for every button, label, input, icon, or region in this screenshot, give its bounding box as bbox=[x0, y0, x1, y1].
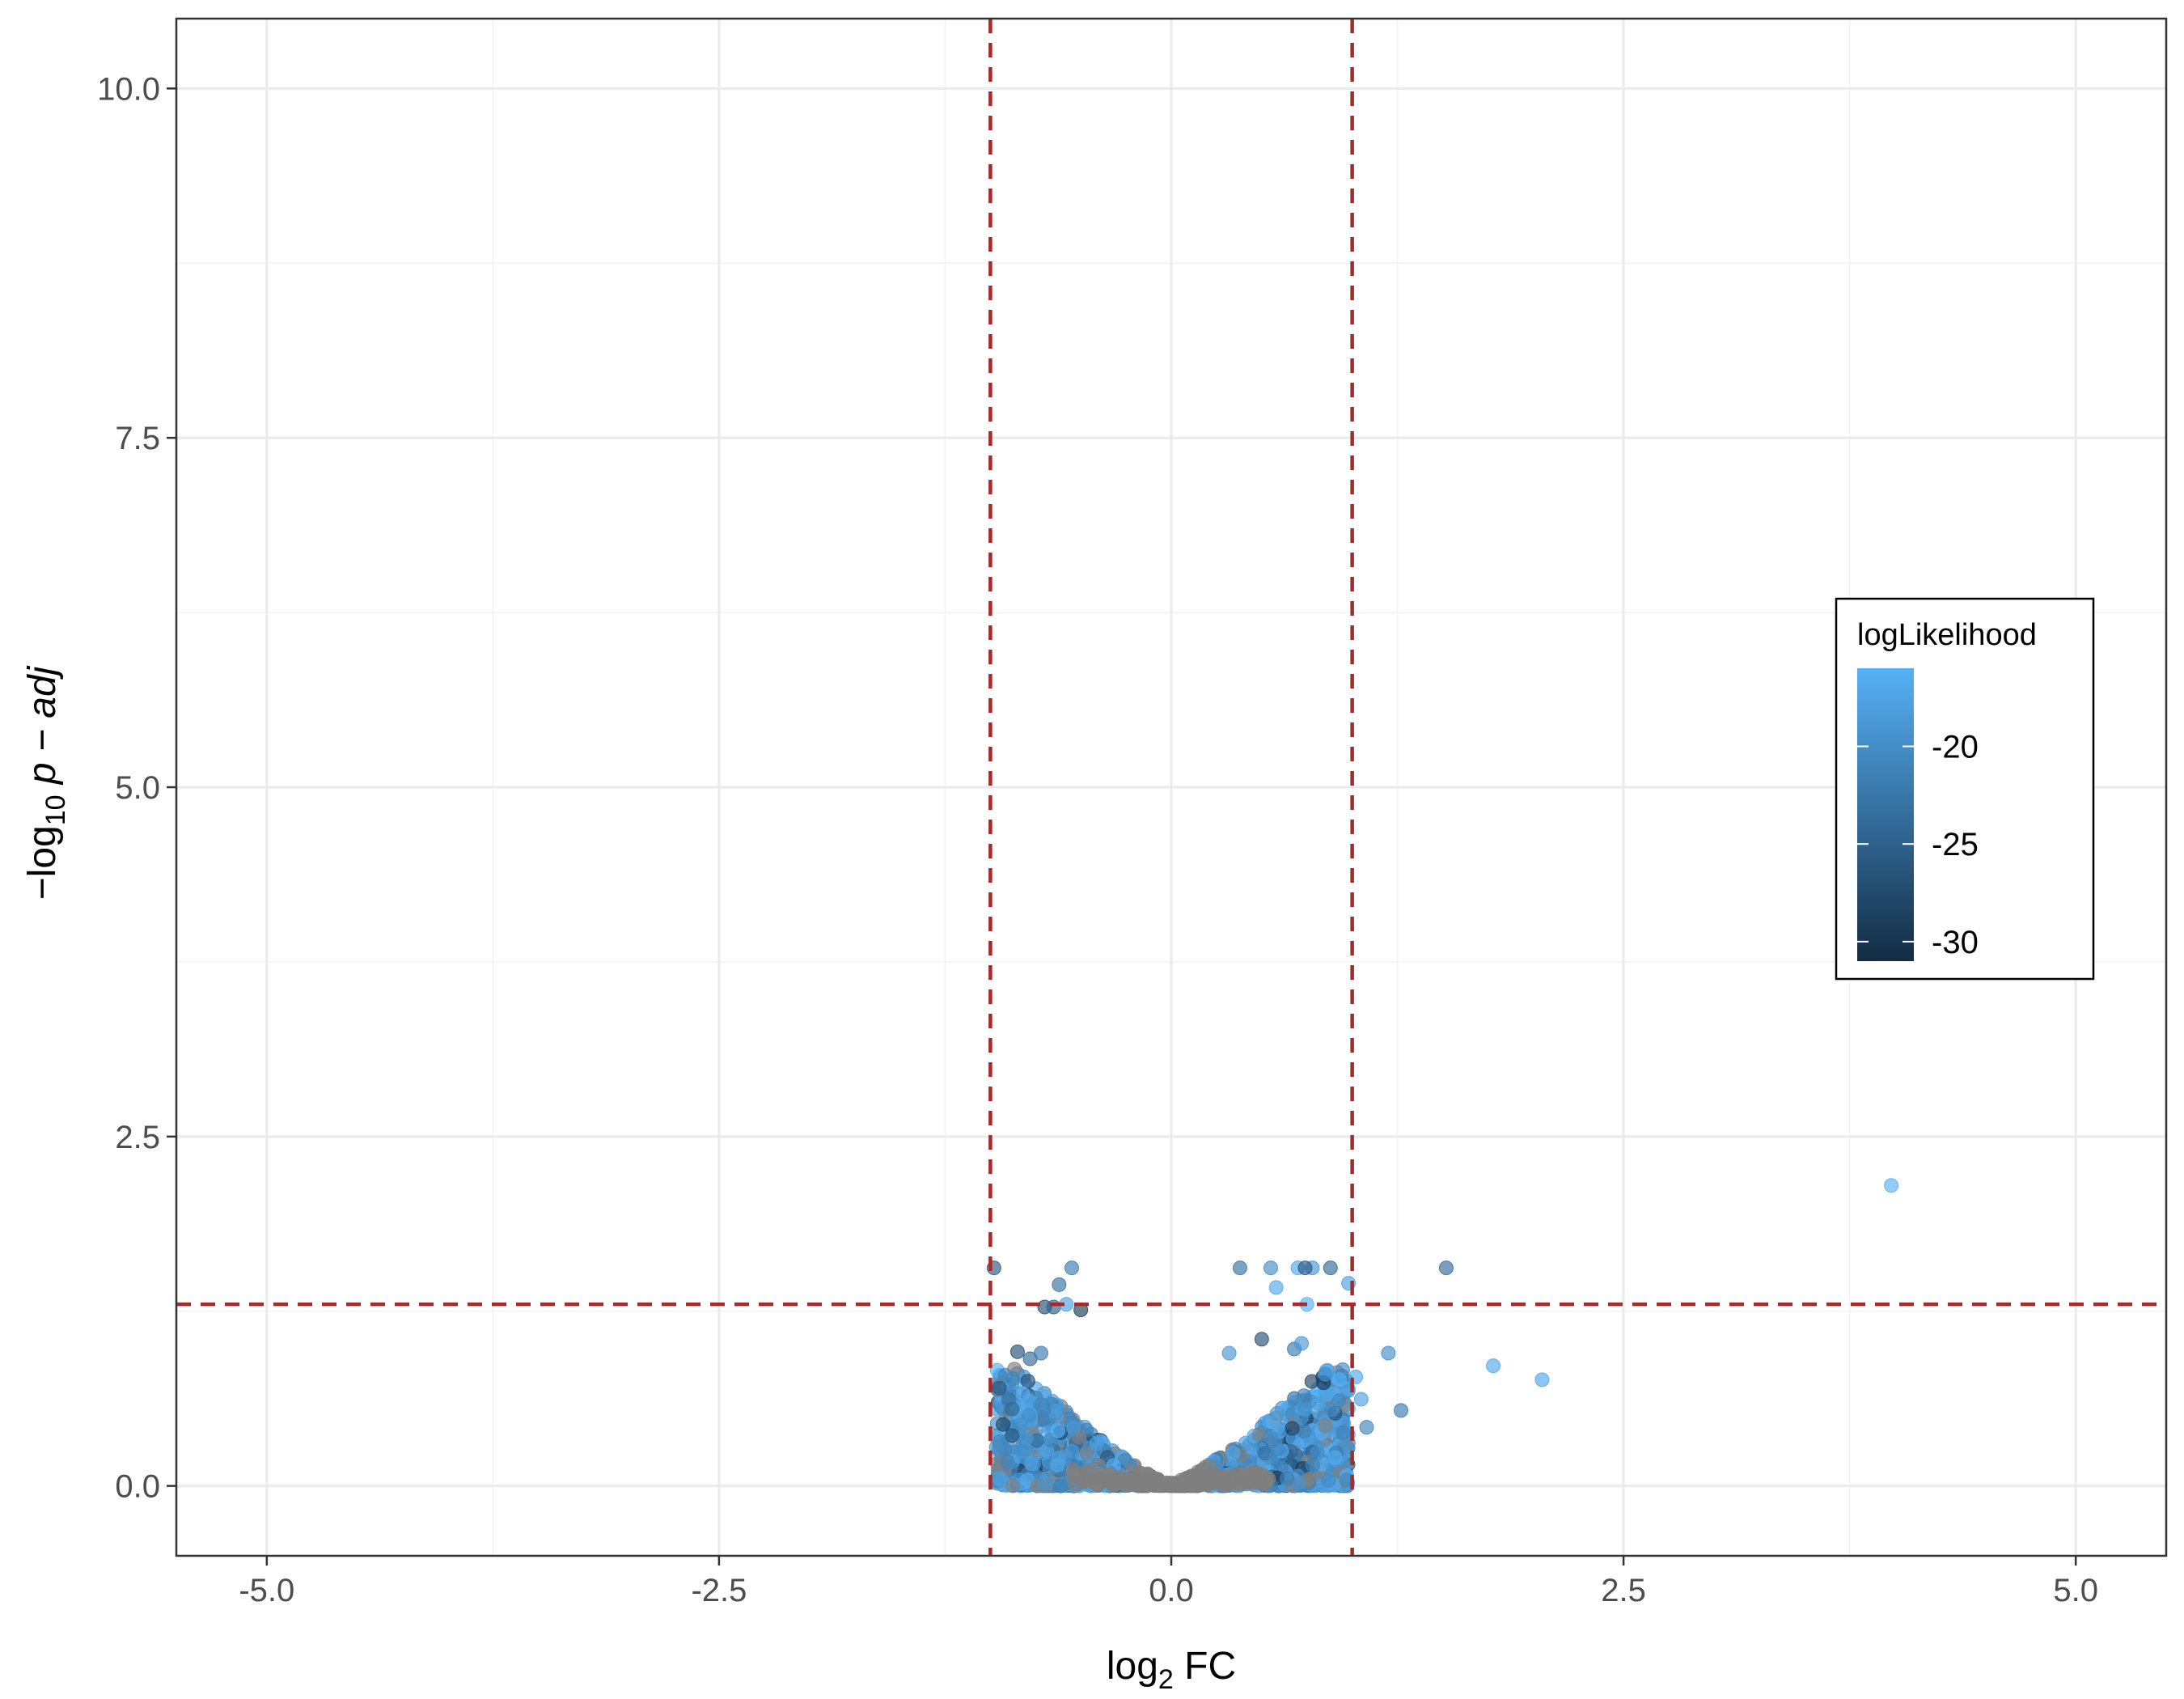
data-point bbox=[1005, 1478, 1020, 1494]
data-point bbox=[1089, 1436, 1104, 1451]
x-axis-title-subscript: 2 bbox=[1158, 1664, 1174, 1695]
data-point bbox=[1037, 1476, 1052, 1491]
legend-ticks: -20 -25 -30 bbox=[1857, 730, 1979, 960]
x-tick-labels: -5.0 -2.5 0.0 2.5 5.0 bbox=[239, 1573, 2098, 1608]
data-point bbox=[1225, 1445, 1241, 1460]
data-point bbox=[1066, 1467, 1081, 1482]
data-point bbox=[1064, 1443, 1080, 1459]
data-point bbox=[1335, 1426, 1351, 1440]
legend-title: logLikelihood bbox=[1857, 618, 2037, 652]
data-point bbox=[1022, 1408, 1037, 1423]
data-point bbox=[1254, 1332, 1269, 1347]
data-point bbox=[1884, 1178, 1899, 1193]
data-point bbox=[1297, 1424, 1312, 1439]
data-point bbox=[1079, 1445, 1094, 1460]
colorbar-label: -30 bbox=[1932, 925, 1979, 960]
data-point bbox=[1270, 1441, 1285, 1456]
data-point bbox=[1152, 1477, 1167, 1492]
x-tick-label: 0.0 bbox=[1149, 1573, 1194, 1608]
data-point bbox=[1066, 1420, 1081, 1435]
colorbar-label: -25 bbox=[1932, 827, 1979, 862]
data-point bbox=[1033, 1345, 1048, 1361]
data-point bbox=[1050, 1423, 1065, 1438]
data-point bbox=[1394, 1403, 1409, 1418]
data-point bbox=[1318, 1366, 1333, 1382]
x-tick-label: 5.0 bbox=[2053, 1573, 2098, 1608]
y-tick-label: 10.0 bbox=[97, 71, 160, 107]
data-point bbox=[1263, 1260, 1278, 1276]
y-tick-label: 7.5 bbox=[115, 421, 160, 456]
x-axis-title-rest: FC bbox=[1174, 1645, 1236, 1688]
data-point bbox=[1052, 1277, 1067, 1292]
data-point bbox=[997, 1367, 1013, 1383]
data-point bbox=[1293, 1410, 1309, 1426]
data-point bbox=[1353, 1392, 1369, 1407]
y-axis-title-prefix: −log bbox=[21, 825, 64, 900]
data-point bbox=[1294, 1336, 1310, 1351]
colorbar-label: -20 bbox=[1932, 730, 1979, 765]
data-point bbox=[1084, 1473, 1099, 1489]
data-point bbox=[1052, 1451, 1067, 1466]
data-point bbox=[1381, 1345, 1396, 1361]
data-point bbox=[1438, 1260, 1454, 1276]
data-point bbox=[988, 1439, 1004, 1455]
data-point bbox=[1173, 1478, 1188, 1494]
data-point bbox=[1486, 1358, 1501, 1374]
data-point bbox=[1020, 1374, 1035, 1389]
y-tick-labels: 0.0 2.5 5.0 7.5 10.0 bbox=[97, 71, 160, 1504]
legend-colorbar bbox=[1857, 668, 1914, 961]
x-axis-title-base: log bbox=[1107, 1645, 1158, 1688]
y-axis-title-subscript: 10 bbox=[40, 794, 71, 825]
axis-ticks bbox=[167, 87, 2077, 1566]
data-point bbox=[1287, 1395, 1302, 1410]
data-point bbox=[1216, 1477, 1231, 1492]
data-point bbox=[1005, 1428, 1020, 1443]
x-tick-label: 2.5 bbox=[1601, 1573, 1646, 1608]
y-axis-title-rest: p − adj bbox=[21, 665, 64, 794]
data-point bbox=[996, 1417, 1011, 1432]
data-point bbox=[1327, 1450, 1343, 1465]
y-tick-label: 2.5 bbox=[115, 1120, 160, 1155]
data-point bbox=[1046, 1299, 1061, 1315]
data-point bbox=[1263, 1430, 1279, 1446]
data-point bbox=[1359, 1420, 1374, 1435]
data-point bbox=[992, 1380, 1007, 1396]
data-point bbox=[1318, 1417, 1333, 1433]
data-point bbox=[1280, 1471, 1295, 1486]
data-points bbox=[986, 1178, 1899, 1494]
data-point bbox=[1321, 1472, 1336, 1488]
x-tick-label: -5.0 bbox=[239, 1573, 294, 1608]
data-point bbox=[1036, 1446, 1052, 1461]
data-point bbox=[1064, 1260, 1079, 1276]
data-point bbox=[1024, 1456, 1039, 1472]
x-tick-label: -2.5 bbox=[691, 1573, 747, 1608]
y-axis-title: −log10 p − adj bbox=[21, 665, 71, 900]
data-point bbox=[1268, 1280, 1284, 1295]
data-point bbox=[1331, 1372, 1347, 1388]
data-point bbox=[1251, 1471, 1266, 1486]
data-point bbox=[1305, 1457, 1320, 1472]
data-point bbox=[1221, 1345, 1237, 1361]
data-point bbox=[1188, 1476, 1204, 1491]
data-point bbox=[1033, 1397, 1048, 1413]
data-point bbox=[1311, 1396, 1327, 1411]
data-point bbox=[1009, 1344, 1025, 1359]
x-axis-title: log2 FC bbox=[1107, 1645, 1236, 1695]
y-tick-label: 0.0 bbox=[115, 1469, 160, 1505]
data-point bbox=[1323, 1260, 1338, 1276]
data-point bbox=[1534, 1372, 1550, 1388]
data-point bbox=[1285, 1421, 1300, 1436]
y-tick-label: 5.0 bbox=[115, 770, 160, 806]
data-point bbox=[1098, 1472, 1114, 1488]
data-point bbox=[1297, 1260, 1313, 1276]
threshold-lines bbox=[176, 19, 2166, 1556]
legend: logLikelihood -20 -25 -30 bbox=[1835, 597, 2095, 981]
data-point bbox=[1269, 1405, 1285, 1421]
data-point bbox=[1005, 1401, 1020, 1417]
data-point bbox=[1015, 1386, 1031, 1401]
data-point bbox=[1000, 1454, 1015, 1469]
data-point bbox=[1324, 1402, 1340, 1417]
data-point bbox=[1232, 1260, 1247, 1276]
